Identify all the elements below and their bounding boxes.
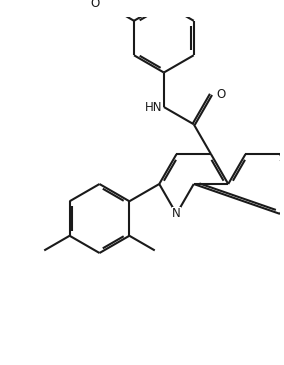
Text: O: O	[91, 0, 100, 10]
Text: N: N	[172, 207, 181, 220]
Text: O: O	[216, 88, 225, 101]
Text: HN: HN	[145, 100, 162, 114]
